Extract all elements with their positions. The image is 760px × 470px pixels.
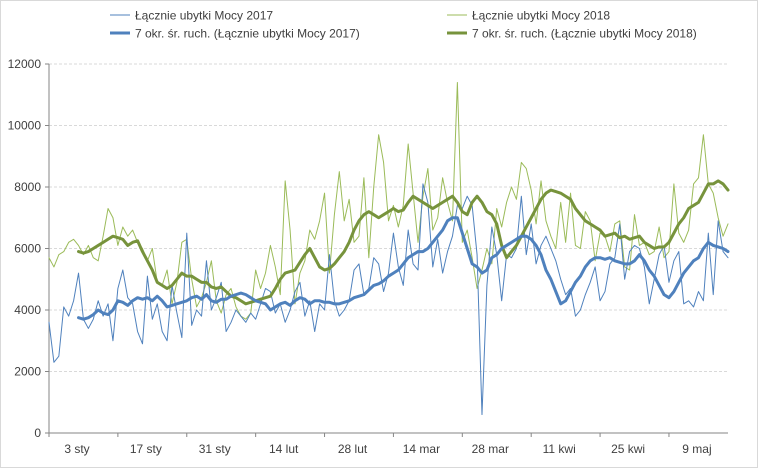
legend-entry-ma-2018: 7 okr. śr. ruch. (Łącznie ubytki Mocy 20… (447, 27, 697, 41)
x-tick-label: 3 sty (64, 442, 89, 456)
x-tick-label: 11 kwi (543, 442, 576, 456)
x-tick-label: 9 maj (682, 442, 711, 456)
x-tick-label: 25 kwi (611, 442, 645, 456)
legend-label-ma-2018: 7 okr. śr. ruch. (Łącznie ubytki Mocy 20… (472, 27, 697, 41)
series-2017-line (48, 183, 729, 416)
legend-entry-2017: Łącznie ubytki Mocy 2017 (110, 9, 273, 23)
x-tick-label: 14 mar (403, 442, 440, 456)
legend-label-ma-2017: 7 okr. śr. ruch. (Łącznie ubytki Mocy 20… (135, 27, 360, 41)
series-2018-line (48, 81, 729, 320)
y-tick-label: 4000 (14, 303, 41, 317)
moving-average-2018-line (77, 179, 730, 306)
x-tick-labels: 3 sty 17 sty 31 sty 14 lut 28 lut 14 mar 28 ma… (48, 433, 712, 456)
x-tick-label: 28 lut (338, 442, 368, 456)
x-tick-label: 17 sty (130, 442, 162, 456)
gridlines (49, 63, 728, 372)
y-tick-label: 2000 (14, 365, 41, 379)
legend-entry-2018: Łącznie ubytki Mocy 2018 (447, 9, 610, 23)
y-tick-label: 10000 (8, 119, 42, 133)
y-tick-label: 12000 (8, 57, 42, 71)
y-tick-labels: 0 2000 4000 6000 8000 10000 12000 (8, 57, 49, 440)
y-tick-label: 6000 (14, 242, 41, 256)
legend-label-2017: Łącznie ubytki Mocy 2017 (135, 9, 273, 23)
legend-entry-ma-2017: 7 okr. śr. ruch. (Łącznie ubytki Mocy 20… (110, 27, 360, 41)
legend: Łącznie ubytki Mocy 2017 Łącznie ubytki … (110, 9, 697, 41)
x-tick-label: 14 lut (269, 442, 299, 456)
legend-label-2018: Łącznie ubytki Mocy 2018 (472, 9, 610, 23)
x-tick-label: 31 sty (199, 442, 231, 456)
moving-average-2017-line (77, 216, 730, 321)
series-lines (48, 81, 730, 416)
y-tick-label: 8000 (14, 180, 41, 194)
x-tick-label: 28 mar (472, 442, 509, 456)
y-tick-label: 0 (34, 426, 41, 440)
